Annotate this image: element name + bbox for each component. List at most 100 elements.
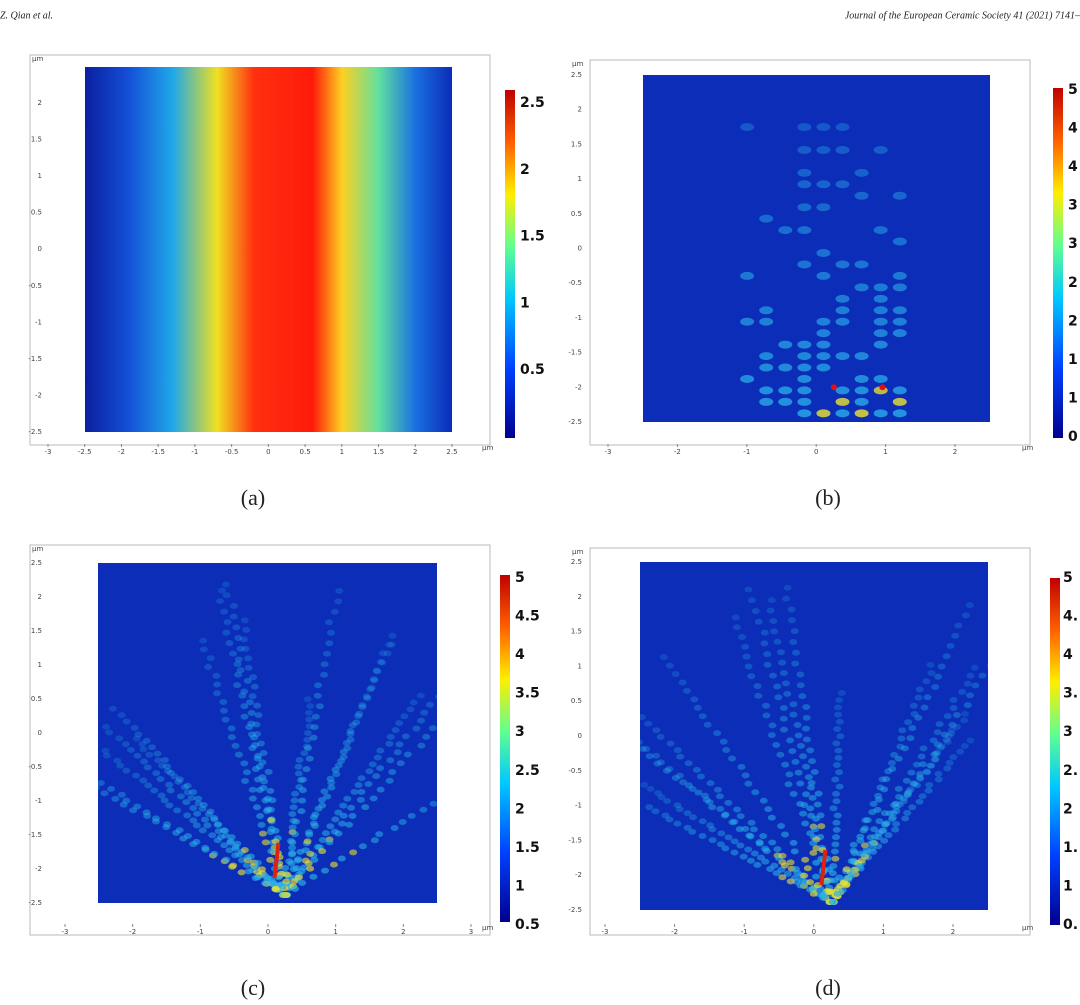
streak — [742, 653, 751, 660]
streak — [733, 806, 742, 813]
streak — [417, 717, 426, 724]
x-tick-label: 0.5 — [300, 448, 311, 456]
y-tick-label: 0 — [38, 729, 42, 737]
streak — [874, 792, 883, 799]
streak — [773, 638, 782, 645]
streak — [692, 766, 701, 773]
streak — [396, 760, 405, 767]
x-tick-label: -3 — [62, 928, 69, 936]
streak — [594, 779, 602, 785]
streak — [646, 785, 655, 792]
streak — [728, 755, 737, 762]
streak — [403, 751, 412, 758]
streak — [407, 812, 416, 819]
streak — [201, 844, 210, 851]
streak — [453, 670, 461, 676]
y-tick-label: -1.5 — [568, 836, 582, 844]
hot-spot — [797, 260, 812, 269]
streak — [145, 751, 154, 758]
streak — [741, 772, 750, 779]
colorbar-label: 5 — [1068, 82, 1078, 98]
streak — [781, 680, 790, 687]
streak — [318, 802, 327, 809]
axes-frame — [589, 59, 1031, 446]
streak — [878, 827, 887, 834]
streak — [832, 790, 841, 797]
streak — [524, 740, 532, 746]
streak — [160, 757, 169, 764]
streak — [163, 767, 172, 774]
streak — [422, 733, 431, 740]
colorbar-label: 0.5 — [515, 917, 540, 933]
streak — [348, 812, 357, 819]
streak — [315, 703, 324, 710]
x-tick-label: 2 — [953, 448, 957, 456]
streak — [354, 713, 363, 720]
streak — [349, 849, 358, 856]
streak — [176, 793, 185, 800]
y-tick-label: 0 — [578, 245, 582, 253]
streak — [966, 672, 975, 679]
streak — [888, 814, 897, 821]
streak — [803, 865, 812, 872]
x-tick-label: 3 — [469, 928, 473, 936]
streak — [747, 819, 756, 826]
streak — [388, 632, 397, 639]
streak — [183, 789, 192, 796]
streak — [225, 640, 234, 647]
streak — [304, 745, 313, 752]
streak — [242, 862, 251, 869]
streak — [74, 768, 82, 774]
streak — [806, 805, 815, 812]
streak — [310, 856, 319, 863]
streak — [931, 683, 940, 690]
streak — [295, 756, 304, 763]
hot-spot — [835, 180, 850, 189]
streak — [192, 838, 201, 845]
colorbar-label: 2 — [515, 801, 525, 817]
streak — [294, 763, 303, 770]
streak — [773, 683, 782, 690]
streak — [101, 747, 110, 754]
streak — [843, 875, 852, 882]
streak — [666, 740, 675, 747]
streak — [954, 622, 963, 629]
hot-spot — [892, 271, 907, 280]
hot-spot — [740, 271, 755, 280]
streak — [772, 741, 781, 748]
streak — [142, 737, 151, 744]
streak — [935, 721, 944, 728]
streak — [620, 792, 628, 798]
x-tick-label: 2 — [413, 448, 417, 456]
streak — [719, 738, 728, 745]
streak — [391, 726, 400, 733]
x-tick-label: 1 — [883, 448, 887, 456]
streak — [849, 841, 858, 848]
streak — [237, 869, 246, 876]
y-tick-label: 0 — [578, 732, 582, 740]
streak — [229, 862, 238, 869]
streak — [762, 712, 771, 719]
streak — [915, 798, 924, 805]
streak — [266, 856, 275, 863]
streak — [673, 820, 682, 827]
streak — [232, 624, 241, 631]
streak — [132, 735, 141, 742]
field — [98, 563, 437, 903]
streak — [705, 799, 714, 806]
streak — [334, 598, 343, 605]
hot-spot — [797, 409, 812, 418]
streak — [464, 690, 472, 696]
streak — [88, 774, 96, 780]
streak — [299, 864, 308, 871]
streak — [301, 847, 310, 854]
streak — [237, 857, 246, 864]
streak — [926, 762, 935, 769]
streak — [642, 746, 651, 753]
streak — [656, 733, 665, 740]
streak — [684, 782, 693, 789]
streak — [956, 748, 965, 755]
streak — [281, 892, 290, 898]
streak — [791, 758, 800, 765]
streak — [370, 677, 379, 684]
